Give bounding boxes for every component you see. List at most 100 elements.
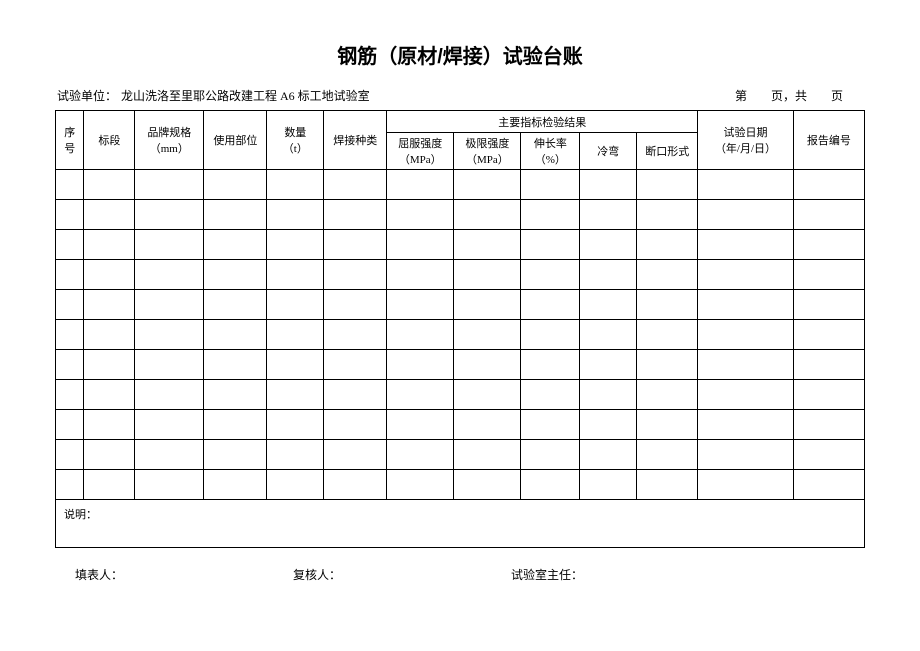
table-cell [84,350,135,380]
table-header-row-1: 序 号标段品牌规格 （mm）使用部位数量 （t）焊接种类主要指标检验结果试验日期… [56,111,865,133]
table-cell [387,200,454,230]
table-cell [135,470,204,500]
table-cell [204,170,267,200]
table-cell [521,380,580,410]
table-cell [56,200,84,230]
table-cell [135,260,204,290]
table-row [56,230,865,260]
table-cell [454,170,521,200]
table-header-cell: 屈服强度 （MPa） [387,133,454,170]
table-cell [204,470,267,500]
table-cell [793,410,864,440]
table-cell [521,170,580,200]
table-cell [324,350,387,380]
table-cell [637,380,698,410]
table-cell [267,170,324,200]
table-cell [580,410,637,440]
table-cell [204,380,267,410]
table-cell [454,320,521,350]
table-cell [56,320,84,350]
table-header-cell: 焊接种类 [324,111,387,170]
table-cell [135,230,204,260]
table-cell [454,350,521,380]
table-header-cell: 极限强度 （MPa） [454,133,521,170]
table-cell [580,470,637,500]
table-cell [698,200,794,230]
table-cell [698,350,794,380]
table-cell [84,170,135,200]
table-cell [521,230,580,260]
table-cell [135,440,204,470]
table-header-cell: 试验日期 （年/月/日） [698,111,794,170]
table-cell [204,260,267,290]
table-cell [387,260,454,290]
table-cell [793,170,864,200]
table-cell [454,200,521,230]
table-cell [580,320,637,350]
table-cell [637,440,698,470]
table-cell [324,380,387,410]
table-cell [387,290,454,320]
table-cell [637,350,698,380]
table-row [56,380,865,410]
table-cell [387,380,454,410]
table-cell [521,200,580,230]
table-header-cell: 冷弯 [580,133,637,170]
table-cell [84,470,135,500]
table-header-cell: 断口形式 [637,133,698,170]
table-cell [698,440,794,470]
table-cell [580,440,637,470]
table-header-cell: 标段 [84,111,135,170]
remark-row: 说明： [56,500,865,548]
unit-info: 试验单位： 龙山洗洛至里耶公路改建工程 A6 标工地试验室 [57,87,370,104]
table-cell [324,320,387,350]
table-cell [793,380,864,410]
table-cell [521,290,580,320]
footer-reviewer: 复核人： [293,566,341,583]
table-cell [521,260,580,290]
table-cell [267,260,324,290]
table-cell [698,170,794,200]
header-line: 试验单位： 龙山洗洛至里耶公路改建工程 A6 标工地试验室 第 页，共 页 [55,87,865,104]
table-cell [84,290,135,320]
table-cell [454,410,521,440]
table-cell [135,410,204,440]
table-row [56,320,865,350]
table-cell [135,200,204,230]
table-cell [204,350,267,380]
page-info: 第 页，共 页 [735,87,843,104]
table-cell [580,260,637,290]
table-cell [580,350,637,380]
table-cell [84,320,135,350]
table-cell [84,440,135,470]
table-cell [324,260,387,290]
table-header-cell: 序 号 [56,111,84,170]
table-cell [580,290,637,320]
table-cell [135,350,204,380]
table-cell [56,230,84,260]
table-cell [637,470,698,500]
table-cell [580,230,637,260]
table-cell [698,410,794,440]
table-cell [454,260,521,290]
table-cell [793,320,864,350]
table-cell [454,230,521,260]
table-cell [637,290,698,320]
table-cell [454,470,521,500]
table-header-cell: 数量 （t） [267,111,324,170]
table-cell [204,440,267,470]
table-cell [267,230,324,260]
table-cell [84,200,135,230]
footer-line: 填表人： 复核人： 试验室主任： [55,566,865,583]
table-cell [454,440,521,470]
table-cell [387,470,454,500]
table-cell [454,290,521,320]
table-cell [204,320,267,350]
table-cell [637,320,698,350]
table-cell [135,290,204,320]
table-cell [637,200,698,230]
table-cell [521,320,580,350]
remark-cell: 说明： [56,500,865,548]
table-header-cell: 使用部位 [204,111,267,170]
table-cell [387,440,454,470]
